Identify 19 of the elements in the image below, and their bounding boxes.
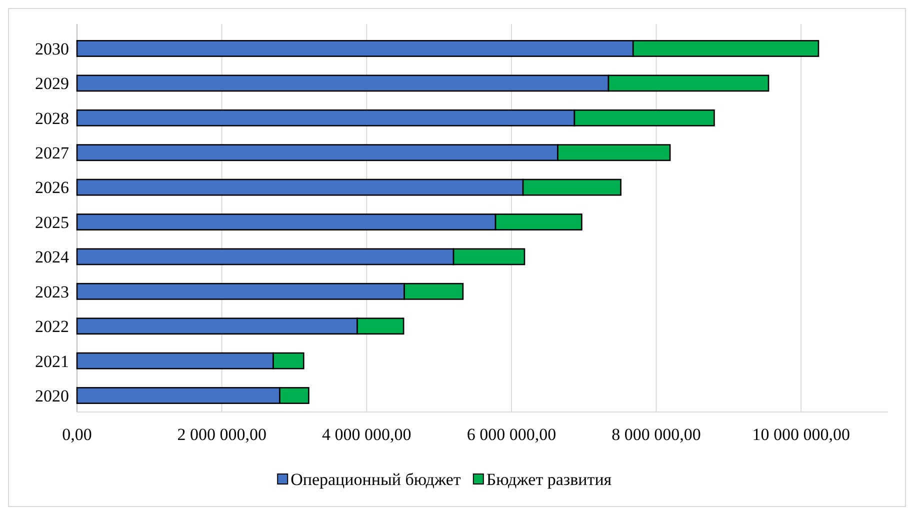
y-tick-label: 2022 xyxy=(35,317,69,336)
y-tick-label: 2024 xyxy=(35,248,70,267)
y-tick-label: 2030 xyxy=(35,39,69,58)
y-tick-label: 2026 xyxy=(35,178,69,198)
legend-label: Бюджет развития xyxy=(486,470,612,489)
y-tick-label: 2025 xyxy=(35,212,69,232)
x-tick-label: 6 000 000,00 xyxy=(466,425,556,444)
x-tick-label: 0,00 xyxy=(62,425,92,444)
y-tick-label: 2023 xyxy=(35,282,69,302)
y-tick-label: 2027 xyxy=(35,144,70,163)
x-tick-label: 8 000 000,00 xyxy=(612,425,701,444)
y-tick-label: 2029 xyxy=(35,74,69,94)
x-tick-label: 2 000 000,00 xyxy=(177,425,266,444)
y-tick-label: 2020 xyxy=(35,386,69,406)
y-tick-label: 2028 xyxy=(35,108,69,128)
y-tick-label: 2021 xyxy=(35,352,69,371)
x-tick-label: 4 000 000,00 xyxy=(322,425,412,444)
x-tick-label: 10 000 000,00 xyxy=(752,425,850,444)
legend-label: Операционный бюджет xyxy=(290,470,462,489)
